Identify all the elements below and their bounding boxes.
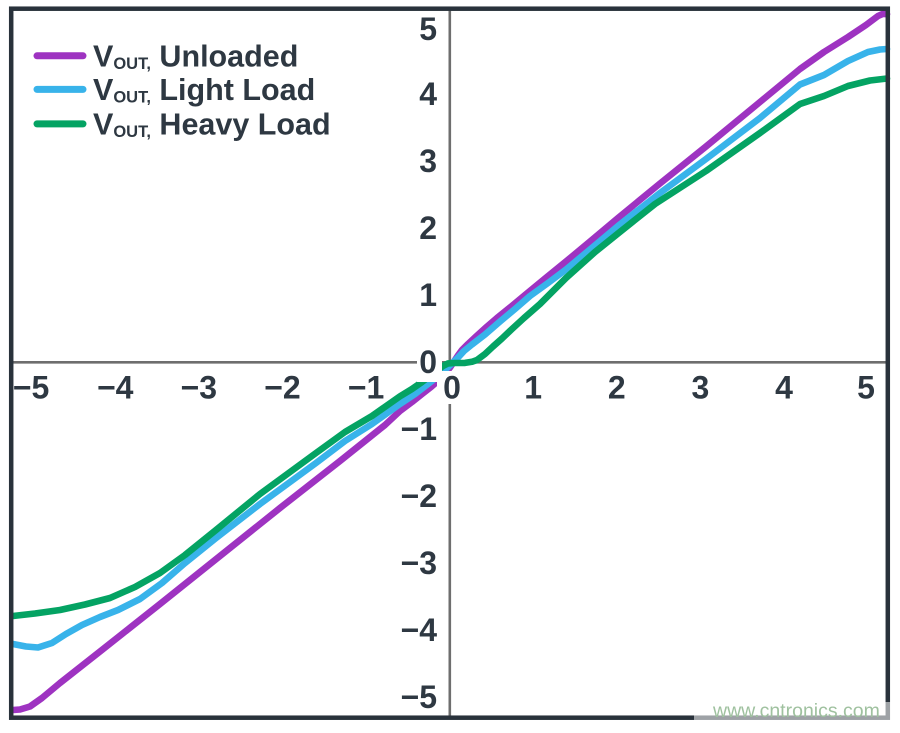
svg-text:4: 4 xyxy=(419,76,437,112)
svg-text:−2: −2 xyxy=(401,478,437,514)
svg-text:VOUT, Light Load: VOUT, Light Load xyxy=(93,73,315,107)
svg-text:0: 0 xyxy=(419,344,437,380)
svg-text:5: 5 xyxy=(857,370,875,406)
svg-text:VOUT, Heavy Load: VOUT, Heavy Load xyxy=(93,107,331,141)
svg-text:2: 2 xyxy=(419,210,437,246)
svg-text:−2: −2 xyxy=(264,370,300,406)
svg-text:−3: −3 xyxy=(401,545,437,581)
svg-text:1: 1 xyxy=(419,277,437,313)
svg-text:2: 2 xyxy=(608,370,626,406)
svg-text:−5: −5 xyxy=(401,679,437,715)
svg-text:3: 3 xyxy=(692,370,710,406)
svg-text:0: 0 xyxy=(443,370,461,406)
svg-text:4: 4 xyxy=(775,370,793,406)
svg-text:1: 1 xyxy=(524,370,542,406)
svg-text:−1: −1 xyxy=(348,370,384,406)
svg-text:−1: −1 xyxy=(401,411,437,447)
svg-text:www.cntronics.com: www.cntronics.com xyxy=(712,700,880,722)
svg-text:5: 5 xyxy=(419,11,437,47)
svg-text:−4: −4 xyxy=(97,370,134,406)
svg-text:−5: −5 xyxy=(13,370,49,406)
svg-text:−3: −3 xyxy=(181,370,217,406)
svg-text:−4: −4 xyxy=(401,612,438,648)
svg-text:3: 3 xyxy=(419,143,437,179)
